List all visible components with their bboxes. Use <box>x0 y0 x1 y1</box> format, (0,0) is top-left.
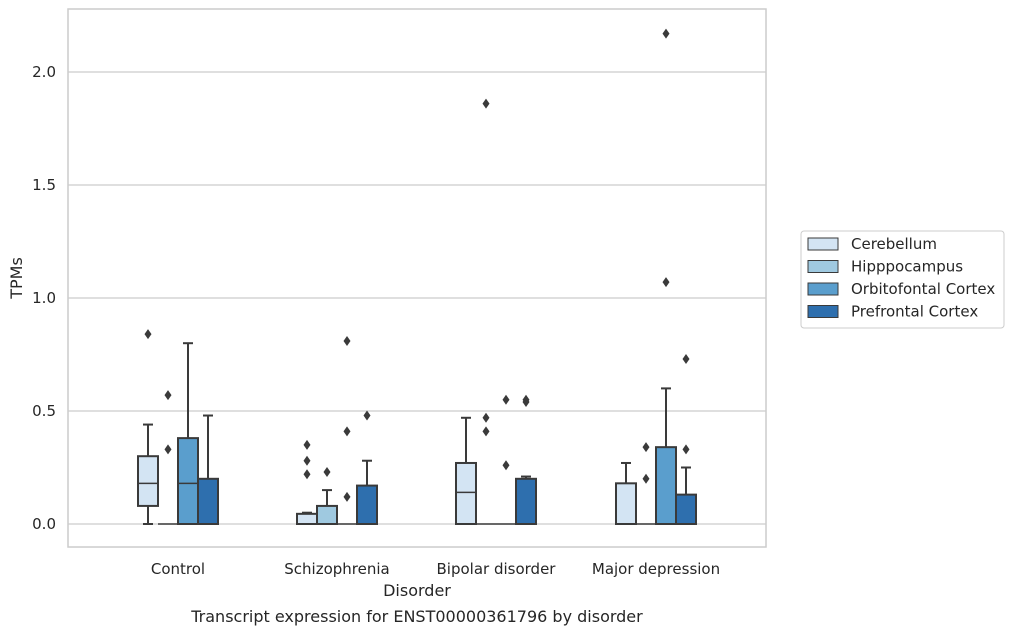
box-cerebellum <box>296 439 318 526</box>
box-iqr <box>655 446 677 525</box>
outlier-point <box>303 469 311 480</box>
box-orbitofontal-cortex <box>177 342 199 525</box>
outlier-point <box>323 467 331 478</box>
box-iqr <box>137 455 159 507</box>
outlier-point <box>164 390 172 401</box>
legend-swatch <box>807 237 839 251</box>
outlier-point <box>522 394 530 405</box>
box-orbitofontal-cortex <box>496 394 516 525</box>
box-iqr <box>515 477 537 525</box>
outlier-point <box>343 335 351 346</box>
outlier-point <box>642 473 650 484</box>
outlier-point <box>502 394 510 405</box>
x-tick-label: Major depression <box>592 560 720 578</box>
outlier-point <box>682 354 690 365</box>
x-tick-label: Bipolar disorder <box>437 560 557 578</box>
box-iqr <box>356 484 378 525</box>
outlier-point <box>662 28 670 39</box>
legend: Cerebellum Hipppocampus Orbitofontal Corte… <box>800 230 1005 329</box>
legend-swatch <box>807 260 839 273</box>
x-tick-label: Control <box>151 560 205 578</box>
outlier-point <box>502 460 510 471</box>
outlier-point <box>343 491 351 502</box>
legend-label: Prefrontal Cortex <box>851 303 978 321</box>
y-tick-label: 0.5 <box>32 402 56 420</box>
plot-area-frame <box>67 8 767 548</box>
box-prefrontal-cortex <box>515 394 537 525</box>
outlier-point <box>482 98 490 109</box>
box-orbitofontal-cortex <box>337 335 357 525</box>
y-tick-label: 1.5 <box>32 176 56 194</box>
box-iqr <box>675 493 697 525</box>
legend-frame <box>800 230 1005 329</box>
box-cerebellum <box>137 329 159 525</box>
box-iqr <box>296 512 318 526</box>
box-iqr <box>455 461 477 526</box>
box-iqr <box>615 482 637 526</box>
outlier-point <box>363 410 371 421</box>
box-iqr <box>177 437 199 525</box>
box-orbitofontal-cortex <box>655 28 677 525</box>
y-tick-label: 0.0 <box>32 515 56 533</box>
outlier-point <box>642 442 650 453</box>
outlier-point <box>164 444 172 455</box>
outlier-point <box>303 455 311 466</box>
box-prefrontal-cortex <box>675 354 697 525</box>
y-tick-label: 1.0 <box>32 289 56 307</box>
legend-label: Hipppocampus <box>851 258 963 276</box>
x-axis-ticks: Control Schizophrenia Bipolar disorder Majo… <box>151 560 720 578</box>
box-cerebellum <box>615 461 637 526</box>
box-hipppocampus <box>636 442 656 525</box>
y-tick-label: 2.0 <box>32 63 56 81</box>
legend-label: Cerebellum <box>851 235 937 253</box>
box-hipppocampus <box>158 390 178 525</box>
y-axis-title: TPMs <box>7 257 26 300</box>
box-iqr <box>197 477 219 525</box>
box-prefrontal-cortex <box>356 410 378 525</box>
outlier-point <box>144 329 152 340</box>
box-prefrontal-cortex <box>197 414 219 525</box>
outlier-point <box>482 412 490 423</box>
box-iqr <box>316 504 338 526</box>
figure-caption: Transcript expression for ENST0000036179… <box>190 607 643 626</box>
legend-swatch <box>807 305 839 318</box>
outlier-point <box>343 426 351 437</box>
outlier-point <box>682 444 690 455</box>
outlier-point <box>303 439 311 450</box>
outlier-point <box>662 277 670 288</box>
x-tick-label: Schizophrenia <box>284 560 389 578</box>
legend-label: Orbitofontal Cortex <box>851 280 995 298</box>
legend-swatch <box>807 282 839 296</box>
y-axis-ticks: 0.0 0.5 1.0 1.5 2.0 <box>32 63 56 533</box>
box-hipppocampus <box>476 98 496 525</box>
box-cerebellum <box>455 416 477 526</box>
boxes-layer <box>137 28 697 526</box>
box-hipppocampus <box>316 467 338 526</box>
outlier-point <box>482 426 490 437</box>
x-axis-title: Disorder <box>383 581 451 600</box>
